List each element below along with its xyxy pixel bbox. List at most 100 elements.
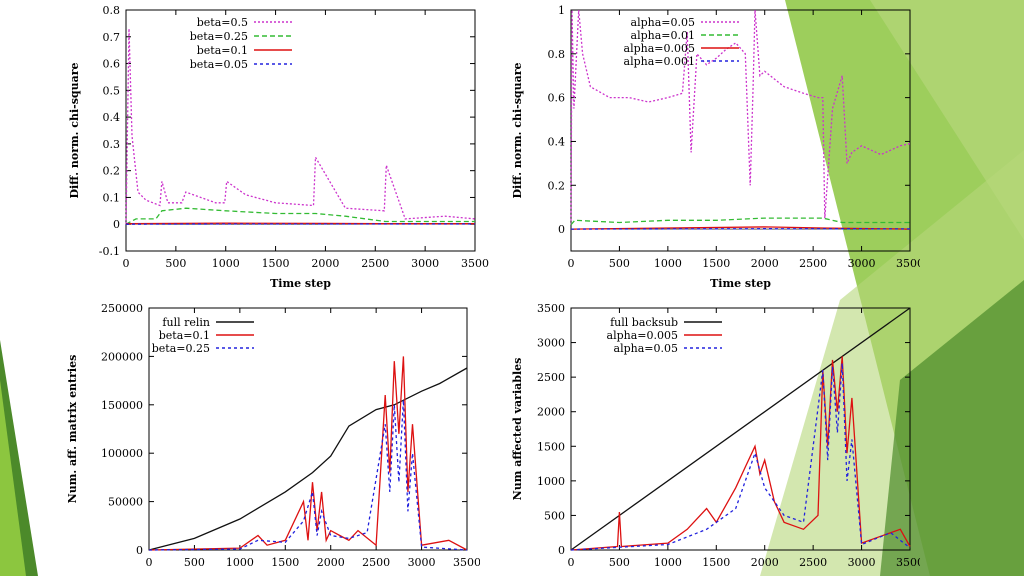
- x-tick-label: 0: [568, 556, 575, 569]
- y-tick-label: 3500: [537, 302, 565, 315]
- y-tick-label: 0.6: [103, 58, 121, 71]
- legend-label: alpha=0.005: [624, 42, 695, 55]
- x-tick-label: 500: [184, 556, 205, 569]
- plot-frame: [570, 307, 911, 551]
- y-tick-label: 0.2: [548, 179, 566, 192]
- y-tick-label: 250000: [101, 302, 143, 315]
- y-tick-label: 0.4: [103, 111, 121, 124]
- x-tick-label: 2500: [361, 257, 389, 270]
- decor-triangle-left-light: [0, 380, 26, 576]
- x-tick-label: 2000: [751, 257, 779, 270]
- series-line-0: [148, 367, 468, 551]
- y-tick-label: 150000: [101, 399, 143, 412]
- x-tick-label: 500: [609, 257, 630, 270]
- y-tick-label: 0.5: [103, 84, 121, 97]
- y-tick-label: 0: [558, 544, 565, 557]
- y-tick-label: 50000: [108, 496, 143, 509]
- x-tick-label: 2000: [751, 556, 779, 569]
- series-line-1: [125, 207, 475, 225]
- legend-label: beta=0.25: [190, 30, 248, 43]
- plot-frame: [570, 9, 911, 252]
- chart-top-left: 0 500 1000 1500 2000 2500 3000 3500-0.100.10.20…: [68, 4, 489, 290]
- y-tick-label: 500: [544, 509, 565, 522]
- x-tick-label: 3500: [453, 556, 480, 569]
- x-tick-label: 3000: [408, 556, 436, 569]
- series-line-1: [570, 356, 911, 551]
- y-tick-label: 1: [558, 4, 565, 17]
- y-tick-label: 1000: [537, 475, 565, 488]
- legend-label: alpha=0.01: [631, 29, 695, 42]
- legend-label: beta=0.05: [190, 58, 248, 71]
- y-tick-label: 2000: [537, 406, 565, 419]
- series-line-0: [570, 9, 911, 225]
- legend-label: alpha=0.005: [607, 329, 678, 342]
- series-line-0: [125, 28, 476, 225]
- legend-label: beta=0.1: [159, 329, 210, 342]
- chart-bottom-left: 0 500 1000 1500 2000 2500 3000 3500 0 50000 100000…: [66, 302, 480, 569]
- y-axis-label: Num. aff. matrix entries: [66, 355, 79, 504]
- x-tick-label: 1000: [226, 556, 254, 569]
- x-tick-label: 0: [123, 257, 130, 270]
- x-tick-label: 1500: [702, 556, 730, 569]
- legend-label: alpha=0.05: [631, 16, 695, 29]
- y-tick-label: 100000: [101, 447, 143, 460]
- series-line-2: [125, 222, 475, 225]
- x-axis-label: Time step: [710, 277, 771, 290]
- decor-stripe-right-4: [880, 280, 1024, 576]
- x-tick-label: 1000: [654, 556, 682, 569]
- y-tick-label: 0: [558, 223, 565, 236]
- x-tick-label: 0: [146, 556, 153, 569]
- series-line-0: [570, 307, 911, 551]
- y-tick-label: 0.8: [548, 48, 566, 61]
- x-tick-label: 1500: [262, 257, 290, 270]
- y-tick-label: 1500: [537, 440, 565, 453]
- y-tick-label: 0: [136, 544, 143, 557]
- chart-top-right: 0 500 1000 1500 2000 2500 3000 3500 0 0.2 0.4 0.6 0.…: [511, 4, 920, 290]
- y-tick-label: 0.1: [103, 191, 121, 204]
- x-tick-label: 3500: [896, 257, 920, 270]
- series-line-2: [148, 399, 468, 551]
- y-tick-label: 0.4: [548, 135, 566, 148]
- series-line-2: [570, 363, 911, 551]
- legend-label: beta=0.1: [197, 44, 248, 57]
- y-tick-label: 0.6: [548, 92, 566, 105]
- x-tick-label: 1500: [702, 257, 730, 270]
- legend-label: full relin: [162, 316, 210, 329]
- x-axis-label: Time step: [270, 277, 331, 290]
- x-tick-label: 1500: [271, 556, 299, 569]
- y-tick-label: 2500: [537, 371, 565, 384]
- series-line-1: [570, 217, 910, 226]
- y-tick-label: 0.8: [103, 4, 121, 17]
- x-tick-label: 500: [609, 556, 630, 569]
- y-axis-label: Diff. norm. chi-square: [68, 62, 81, 198]
- x-tick-label: 2500: [799, 556, 827, 569]
- x-tick-label: 3000: [411, 257, 439, 270]
- decor-stripe-right-2: [870, 0, 1024, 240]
- x-tick-label: 1000: [654, 257, 682, 270]
- x-tick-label: 3000: [848, 556, 876, 569]
- x-tick-label: 1000: [212, 257, 240, 270]
- y-axis-label: Diff. norm. chi-square: [511, 62, 524, 198]
- series-line-2: [570, 226, 911, 230]
- y-tick-label: -0.1: [99, 245, 120, 258]
- y-tick-label: 3000: [537, 337, 565, 350]
- plot-frame: [125, 9, 476, 252]
- legend-label: beta=0.25: [152, 342, 210, 355]
- plot-frame: [148, 307, 468, 551]
- x-tick-label: 500: [165, 257, 186, 270]
- x-tick-label: 0: [568, 257, 575, 270]
- y-tick-label: 200000: [101, 350, 143, 363]
- series-line-1: [148, 356, 468, 551]
- x-tick-label: 2000: [317, 556, 345, 569]
- x-tick-label: 3000: [848, 257, 876, 270]
- x-tick-label: 2500: [362, 556, 390, 569]
- x-tick-label: 3500: [896, 556, 920, 569]
- legend-label: full backsub: [610, 316, 678, 329]
- y-axis-label: Num affected variables: [511, 358, 524, 501]
- chart-bottom-right: 0 500 1000 1500 2000 2500 3000 3500 0 500 1000 1500…: [511, 302, 920, 569]
- y-tick-label: 0.7: [103, 31, 121, 44]
- y-tick-label: 0.2: [103, 165, 121, 178]
- x-tick-label: 3500: [461, 257, 489, 270]
- legend-label: beta=0.5: [197, 16, 248, 29]
